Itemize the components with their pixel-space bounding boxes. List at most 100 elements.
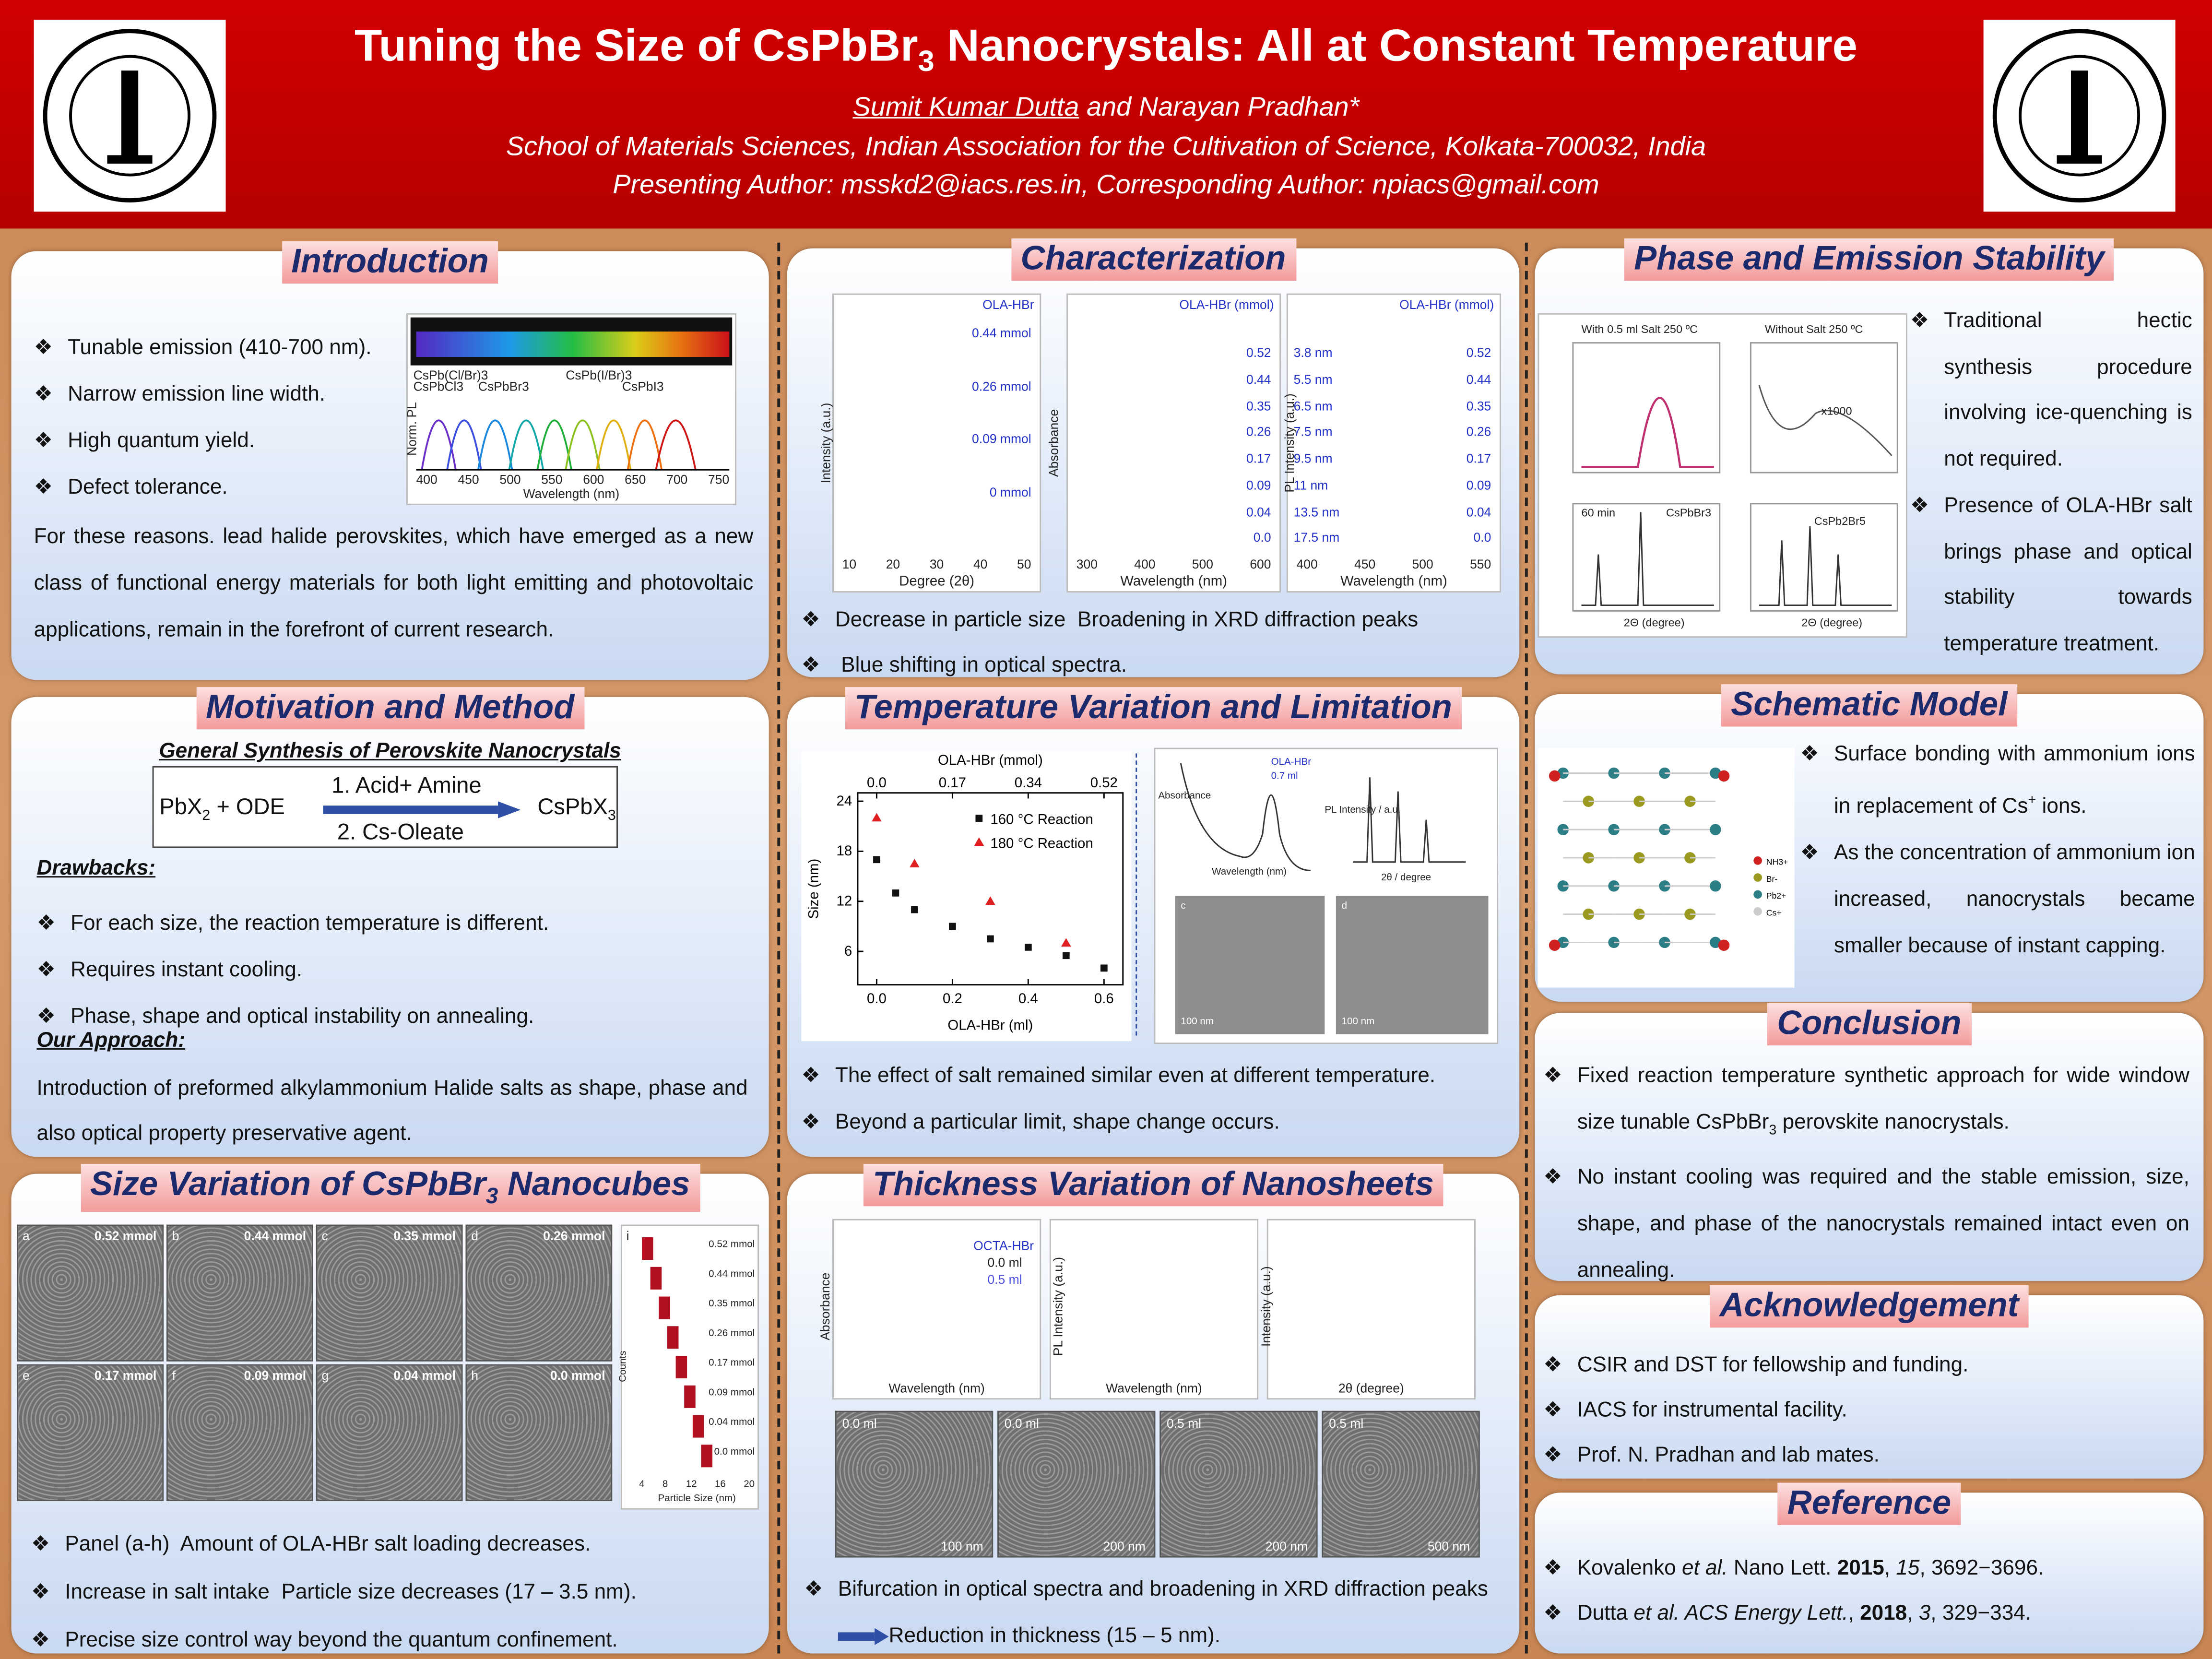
ammonium — [1549, 939, 1561, 951]
bullet-list: Tunable emission (410-700 nm).Narrow emi… — [34, 324, 372, 510]
path — [421, 419, 457, 470]
motivation: Motivation and Method General Synthesis … — [11, 687, 769, 1157]
reference-part: , 329−334. — [1930, 1601, 2032, 1625]
tick-label: 400 — [1134, 557, 1156, 571]
point — [873, 856, 880, 864]
bullet: For each size, the reaction temperature … — [36, 900, 549, 947]
axis-label: Norm. PL — [405, 402, 419, 456]
text: Panel (a-h) — [65, 1532, 170, 1556]
path — [536, 419, 572, 470]
circle — [2019, 55, 2141, 177]
tick-label: 20 — [886, 557, 900, 571]
y-axis-label: Size (nm) — [806, 859, 822, 919]
tem-image: b 0.44 mmol — [166, 1224, 313, 1362]
legend-marker — [1753, 856, 1762, 865]
bullet: The effect of salt remained similar even… — [801, 1053, 1435, 1099]
axis-label: Absorbance — [818, 1272, 833, 1340]
series-label: 0.26 mmol — [972, 379, 1031, 393]
bullet: Blue shifting in optical spectra. — [801, 643, 1418, 688]
panel-letter: b — [172, 1229, 179, 1243]
figure-label: CsPbI3 — [622, 379, 664, 394]
reference-part: Nano Lett. — [1727, 1556, 1837, 1580]
atom — [1710, 880, 1721, 892]
histogram-label: 0.52 mmol — [709, 1240, 755, 1250]
size-label: 7.5 nm — [1293, 425, 1333, 439]
contact: Presenting Author: msskd2@iacs.res.in, C… — [613, 170, 1599, 201]
figure-label: Absorbance — [1158, 791, 1211, 802]
text: No instant cooling was required and the … — [1577, 1165, 2189, 1283]
bullet: CSIR and DST for fellowship and funding. — [1543, 1343, 1968, 1388]
reference-part: 3 — [1918, 1601, 1931, 1625]
rect — [121, 71, 139, 158]
bullet: Requires instant cooling. — [36, 947, 549, 993]
axis-label: Counts — [618, 1351, 629, 1382]
panel-label: 0.52 mmol — [94, 1229, 157, 1243]
axis-label: PL Intensity (a.u.) — [1051, 1256, 1065, 1356]
legend-label: 0.0 ml — [987, 1256, 1022, 1270]
section-title: Temperature Variation and Limitation — [844, 687, 1462, 730]
legend-title: OLA-HBr (mmol) — [1179, 297, 1274, 312]
reference-part: 15 — [1896, 1556, 1920, 1580]
axis-label: Wavelength (nm) — [1340, 574, 1447, 590]
y-tick-label: 12 — [836, 893, 852, 909]
figure-ticks: 4 8 12 16 20 — [639, 1480, 755, 1490]
section-title: Thickness Variation of Nanosheets — [863, 1164, 1444, 1207]
figure-ticks: 10 20 30 40 50 — [842, 557, 1031, 571]
span: CsPbX — [537, 795, 608, 820]
figure-ticks: 400 450 500 550 600 650 700 750 — [416, 473, 730, 486]
scale-label: 100 nm — [941, 1539, 983, 1553]
series-label: 0.44 — [1246, 372, 1271, 387]
reference-part: 2018 — [1860, 1601, 1907, 1625]
size-label: 3.8 nm — [1293, 345, 1333, 360]
volume-label: 0.0 ml — [1004, 1416, 1039, 1431]
rect — [416, 332, 730, 357]
span: Nanocubes — [498, 1165, 690, 1204]
axis-label: Intensity (a.u.) — [819, 403, 833, 484]
section-title: Characterization — [1010, 238, 1296, 281]
tick-label: 40 — [973, 557, 988, 571]
subheading: Our Approach: — [36, 1028, 186, 1053]
atom — [1684, 908, 1696, 920]
panel-label: 0.04 mmol — [393, 1368, 456, 1383]
series-label: 0.0 — [1253, 531, 1271, 545]
axis-label: Wavelength (nm) — [523, 486, 620, 501]
subscript: 3 — [1769, 1123, 1777, 1139]
tick-label: 600 — [1250, 557, 1271, 571]
tem-image: 0.5 ml 200 nm — [1159, 1410, 1318, 1558]
path — [655, 419, 697, 470]
legend-label: 160 °C Reaction — [990, 811, 1093, 827]
atom — [1608, 936, 1620, 948]
point — [911, 906, 918, 913]
histogram-bar — [692, 1415, 704, 1438]
series-label: 0.09 — [1246, 478, 1271, 492]
size-label: 13.5 nm — [1293, 504, 1340, 519]
x-tick-label: 0.6 — [1094, 991, 1114, 1007]
rect — [1750, 342, 1898, 474]
text: As the concentration of ammonium ion inc… — [1833, 841, 2195, 958]
section-title: Acknowledgement — [1710, 1285, 2029, 1328]
figure-label: 2θ / degree — [1381, 873, 1431, 883]
legend-marker — [1753, 890, 1762, 899]
bullet: Prof. N. Pradhan and lab mates. — [1543, 1434, 1968, 1479]
reference-part: , — [1848, 1601, 1860, 1625]
bullet: Fixed reaction temperature synthetic app… — [1543, 1053, 2189, 1154]
series-label: 0.35 — [1246, 398, 1271, 413]
figure: OLA-HBr 0.44 mmol 0.26 mmol 0.09 mmol 0 mmol… — [819, 293, 1041, 593]
point — [892, 889, 899, 897]
point — [1100, 964, 1108, 972]
bullet-list: The effect of salt remained similar even… — [801, 1053, 1435, 1146]
atom — [1608, 880, 1620, 892]
tick-label: 8 — [662, 1480, 668, 1490]
histogram-bar — [650, 1267, 662, 1290]
rect — [1572, 503, 1721, 612]
figure: OLA-HBr (mmol) 0.52 0.44 0.35 0.26 0.17 0.09 0.… — [1047, 293, 1281, 593]
sub: 3 — [607, 808, 616, 824]
path — [627, 419, 663, 470]
span: and Narayan Pradhan* — [1079, 93, 1360, 123]
path — [508, 419, 544, 470]
tick-label: 300 — [1076, 557, 1098, 571]
paragraph: For these reasons. lead halide perovskit… — [34, 524, 754, 642]
figure-label: OLA-HBr — [1271, 758, 1312, 768]
figure: 2θ (degree) Intensity (a.u.) — [1259, 1219, 1476, 1400]
span: PbX — [159, 795, 202, 820]
